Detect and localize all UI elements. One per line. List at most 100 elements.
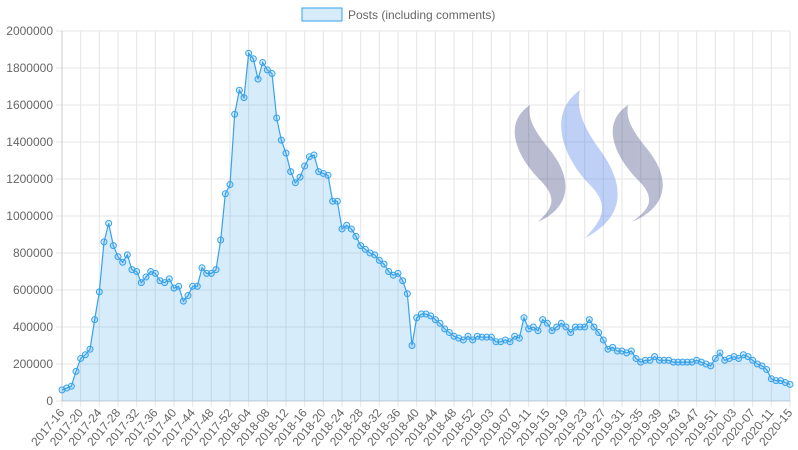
y-tick-label: 1200000 bbox=[6, 172, 53, 186]
point bbox=[679, 358, 687, 366]
point bbox=[735, 354, 743, 362]
point bbox=[95, 288, 103, 296]
point bbox=[259, 58, 267, 66]
point bbox=[226, 181, 234, 189]
y-tick-label: 2000000 bbox=[6, 24, 53, 38]
point bbox=[441, 325, 449, 333]
point bbox=[478, 333, 486, 341]
point bbox=[469, 336, 477, 344]
point bbox=[137, 279, 145, 287]
point bbox=[595, 329, 603, 337]
point bbox=[613, 347, 621, 355]
y-tick-label: 400000 bbox=[13, 320, 53, 334]
point bbox=[245, 49, 253, 57]
point bbox=[207, 269, 215, 277]
logo-stroke bbox=[612, 105, 663, 222]
area bbox=[62, 53, 790, 401]
point bbox=[352, 232, 360, 240]
point bbox=[609, 343, 617, 351]
point bbox=[772, 377, 780, 385]
point bbox=[515, 334, 523, 342]
point bbox=[506, 338, 514, 346]
point bbox=[249, 55, 257, 63]
point bbox=[674, 358, 682, 366]
point bbox=[744, 353, 752, 361]
point bbox=[464, 332, 472, 340]
point bbox=[114, 253, 122, 261]
point bbox=[109, 242, 117, 250]
point bbox=[184, 292, 192, 300]
point bbox=[179, 297, 187, 305]
point bbox=[91, 316, 99, 324]
point bbox=[161, 279, 169, 287]
point bbox=[581, 323, 589, 331]
point bbox=[627, 347, 635, 355]
line bbox=[61, 51, 791, 391]
point bbox=[240, 94, 248, 102]
point bbox=[459, 336, 467, 344]
point bbox=[221, 190, 229, 198]
point bbox=[576, 323, 584, 331]
point bbox=[599, 336, 607, 344]
point bbox=[142, 273, 150, 281]
point bbox=[371, 251, 379, 259]
point bbox=[427, 312, 435, 320]
point bbox=[67, 382, 75, 390]
point bbox=[431, 316, 439, 324]
point bbox=[203, 269, 211, 277]
y-tick-label: 1400000 bbox=[6, 135, 53, 149]
point bbox=[324, 171, 332, 179]
point bbox=[660, 356, 668, 364]
point bbox=[641, 356, 649, 364]
point bbox=[543, 319, 551, 327]
point bbox=[301, 162, 309, 170]
point bbox=[529, 323, 537, 331]
point bbox=[282, 149, 290, 157]
point bbox=[711, 354, 719, 362]
point bbox=[133, 268, 141, 275]
point bbox=[357, 242, 365, 250]
point bbox=[758, 362, 766, 370]
y-tick-label: 800000 bbox=[13, 246, 53, 260]
point bbox=[651, 353, 659, 361]
point bbox=[487, 333, 495, 341]
y-tick-label: 1600000 bbox=[6, 98, 53, 112]
point bbox=[403, 290, 411, 298]
point bbox=[217, 236, 225, 244]
point bbox=[399, 277, 407, 285]
point bbox=[338, 225, 346, 233]
point bbox=[646, 356, 654, 364]
point bbox=[707, 362, 715, 370]
point bbox=[263, 66, 271, 74]
point bbox=[119, 258, 127, 266]
point bbox=[123, 251, 131, 259]
point bbox=[231, 110, 239, 118]
point bbox=[413, 314, 421, 322]
point bbox=[189, 282, 197, 290]
point bbox=[268, 70, 276, 78]
legend-label: Posts (including comments) bbox=[348, 8, 495, 22]
logo-stroke bbox=[561, 90, 618, 238]
point bbox=[77, 354, 85, 362]
point bbox=[310, 151, 318, 159]
y-tick-label: 1800000 bbox=[6, 61, 53, 75]
point bbox=[590, 323, 598, 331]
point bbox=[198, 264, 206, 272]
point bbox=[417, 310, 425, 318]
point bbox=[86, 345, 94, 353]
point bbox=[254, 75, 262, 83]
point bbox=[655, 356, 663, 364]
point bbox=[786, 380, 794, 388]
point bbox=[105, 219, 113, 227]
point bbox=[562, 323, 570, 331]
point bbox=[329, 197, 337, 205]
point bbox=[408, 342, 416, 349]
point bbox=[81, 351, 89, 359]
point bbox=[557, 319, 565, 327]
point bbox=[585, 316, 593, 324]
logo-stroke bbox=[514, 105, 566, 222]
y-tick-label: 0 bbox=[46, 394, 53, 408]
point bbox=[333, 197, 341, 205]
point bbox=[534, 327, 542, 335]
